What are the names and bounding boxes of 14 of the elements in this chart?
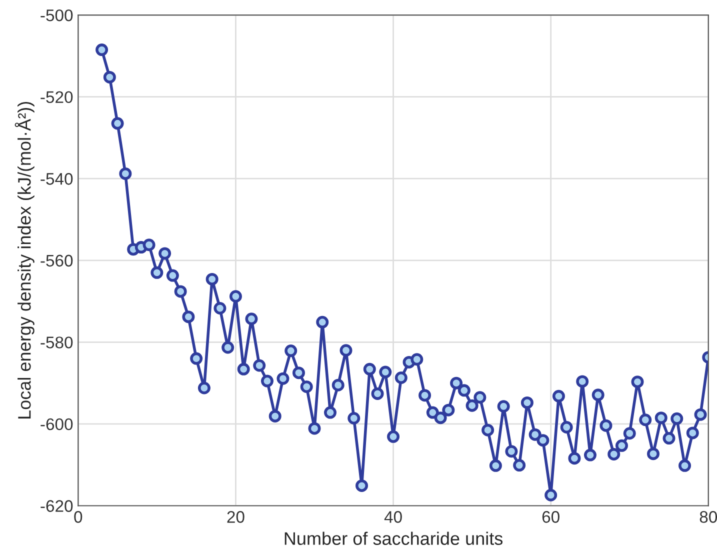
- x-tick-label: 0: [74, 511, 82, 523]
- y-tick-label: -520: [40, 91, 73, 104]
- y-tick-label: -560: [40, 254, 73, 267]
- x-tick-label: 60: [542, 511, 560, 523]
- y-tick-label: -620: [40, 500, 73, 512]
- y-tick-label: -580: [40, 336, 73, 348]
- x-tick-label: 40: [384, 511, 402, 523]
- x-tick-label: 20: [227, 511, 244, 523]
- y-tick-label: -500: [40, 9, 73, 22]
- y-axis-title: Local energy density index (kJ/(mol·Å²)): [14, 102, 34, 418]
- y-tick-label: -600: [40, 418, 73, 430]
- x-axis-title: Number of saccharide units: [284, 532, 503, 545]
- x-tick-label: 80: [700, 511, 717, 523]
- y-tick-label: -540: [40, 173, 73, 185]
